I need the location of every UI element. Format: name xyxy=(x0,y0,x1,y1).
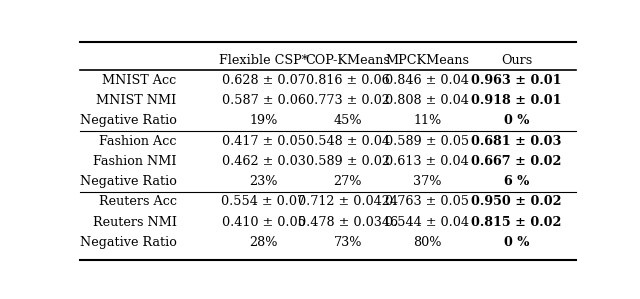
Text: 80%: 80% xyxy=(413,236,442,249)
Text: 0.712 ± 0.0424: 0.712 ± 0.0424 xyxy=(298,195,398,208)
Text: 0.628 ± 0.07: 0.628 ± 0.07 xyxy=(221,74,305,87)
Text: 0.554 ± 0.07: 0.554 ± 0.07 xyxy=(221,195,305,208)
Text: 0.410 ± 0.05: 0.410 ± 0.05 xyxy=(221,216,305,229)
Text: 0.544 ± 0.04: 0.544 ± 0.04 xyxy=(385,216,469,229)
Text: 23%: 23% xyxy=(249,175,278,188)
Text: Ours: Ours xyxy=(501,54,532,67)
Text: 0 %: 0 % xyxy=(504,236,529,249)
Text: 37%: 37% xyxy=(413,175,442,188)
Text: 0.763 ± 0.05: 0.763 ± 0.05 xyxy=(385,195,469,208)
Text: 6 %: 6 % xyxy=(504,175,529,188)
Text: 0.589 ± 0.02: 0.589 ± 0.02 xyxy=(306,155,390,168)
Text: 0.548 ± 0.04: 0.548 ± 0.04 xyxy=(306,135,390,148)
Text: 0 %: 0 % xyxy=(504,114,529,127)
Text: Negative Ratio: Negative Ratio xyxy=(80,175,177,188)
Text: 0.589 ± 0.05: 0.589 ± 0.05 xyxy=(385,135,469,148)
Text: 0.816 ± 0.06: 0.816 ± 0.06 xyxy=(306,74,390,87)
Text: 0.462 ± 0.03: 0.462 ± 0.03 xyxy=(221,155,305,168)
Text: Reuters NMI: Reuters NMI xyxy=(93,216,177,229)
Text: MNIST Acc: MNIST Acc xyxy=(102,74,177,87)
Text: 0.667 ± 0.02: 0.667 ± 0.02 xyxy=(471,155,562,168)
Text: 0.417 ± 0.05: 0.417 ± 0.05 xyxy=(221,135,305,148)
Text: 0.950 ± 0.02: 0.950 ± 0.02 xyxy=(471,195,562,208)
Text: 0.773 ± 0.02: 0.773 ± 0.02 xyxy=(306,94,390,107)
Text: MPCKMeans: MPCKMeans xyxy=(385,54,469,67)
Text: 0.815 ± 0.02: 0.815 ± 0.02 xyxy=(471,216,562,229)
Text: 28%: 28% xyxy=(249,236,278,249)
Text: 0.478 ± 0.0346: 0.478 ± 0.0346 xyxy=(298,216,398,229)
Text: Negative Ratio: Negative Ratio xyxy=(80,114,177,127)
Text: 11%: 11% xyxy=(413,114,442,127)
Text: 19%: 19% xyxy=(250,114,278,127)
Text: Fashion Acc: Fashion Acc xyxy=(99,135,177,148)
Text: Fashion NMI: Fashion NMI xyxy=(93,155,177,168)
Text: 0.963 ± 0.01: 0.963 ± 0.01 xyxy=(471,74,562,87)
Text: Flexible CSP*: Flexible CSP* xyxy=(219,54,308,67)
Text: 27%: 27% xyxy=(333,175,362,188)
Text: Reuters Acc: Reuters Acc xyxy=(99,195,177,208)
Text: COP-KMeans: COP-KMeans xyxy=(305,54,390,67)
Text: 0.681 ± 0.03: 0.681 ± 0.03 xyxy=(471,135,562,148)
Text: 0.918 ± 0.01: 0.918 ± 0.01 xyxy=(471,94,562,107)
Text: 0.613 ± 0.04: 0.613 ± 0.04 xyxy=(385,155,469,168)
Text: 0.808 ± 0.04: 0.808 ± 0.04 xyxy=(385,94,469,107)
Text: Negative Ratio: Negative Ratio xyxy=(80,236,177,249)
Text: MNIST NMI: MNIST NMI xyxy=(97,94,177,107)
Text: 73%: 73% xyxy=(333,236,362,249)
Text: 45%: 45% xyxy=(333,114,362,127)
Text: 0.846 ± 0.04: 0.846 ± 0.04 xyxy=(385,74,469,87)
Text: 0.587 ± 0.06: 0.587 ± 0.06 xyxy=(221,94,305,107)
